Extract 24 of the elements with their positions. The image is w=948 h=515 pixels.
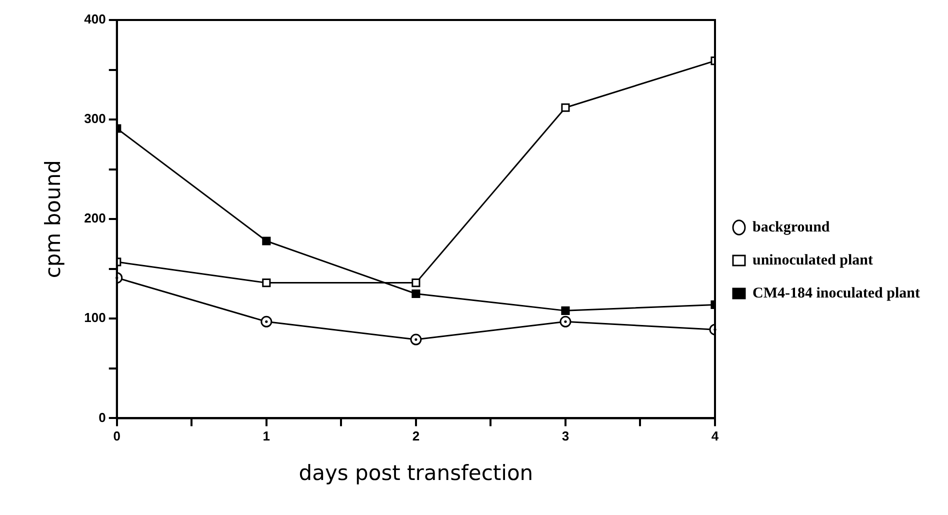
y-tick-label: 0 (98, 410, 106, 425)
y-axis-title: cpm bound (41, 160, 66, 278)
y-tick-label: 200 (84, 210, 106, 226)
x-tick-label: 1 (262, 428, 270, 444)
point (412, 289, 420, 298)
point (260, 316, 272, 328)
x-tick-label: 0 (113, 428, 121, 444)
legend-label: uninoculated plant (752, 252, 873, 268)
x-tick-label: 2 (412, 428, 420, 444)
y-tick-label: 100 (84, 310, 106, 326)
legend-label: CM4-184 inoculated plant (752, 285, 920, 302)
legend-label: background (752, 219, 830, 236)
point (262, 278, 271, 288)
point (561, 103, 570, 112)
x-tick-label: 3 (562, 428, 570, 444)
point (561, 306, 570, 315)
point (262, 236, 271, 246)
point (410, 334, 422, 346)
y-tick-label: 400 (84, 12, 106, 27)
x-axis-title: days post transfection (298, 460, 534, 485)
y-tick-label: 300 (84, 111, 106, 126)
point (560, 316, 572, 328)
x-tick-label: 4 (711, 428, 720, 444)
point (412, 278, 420, 288)
